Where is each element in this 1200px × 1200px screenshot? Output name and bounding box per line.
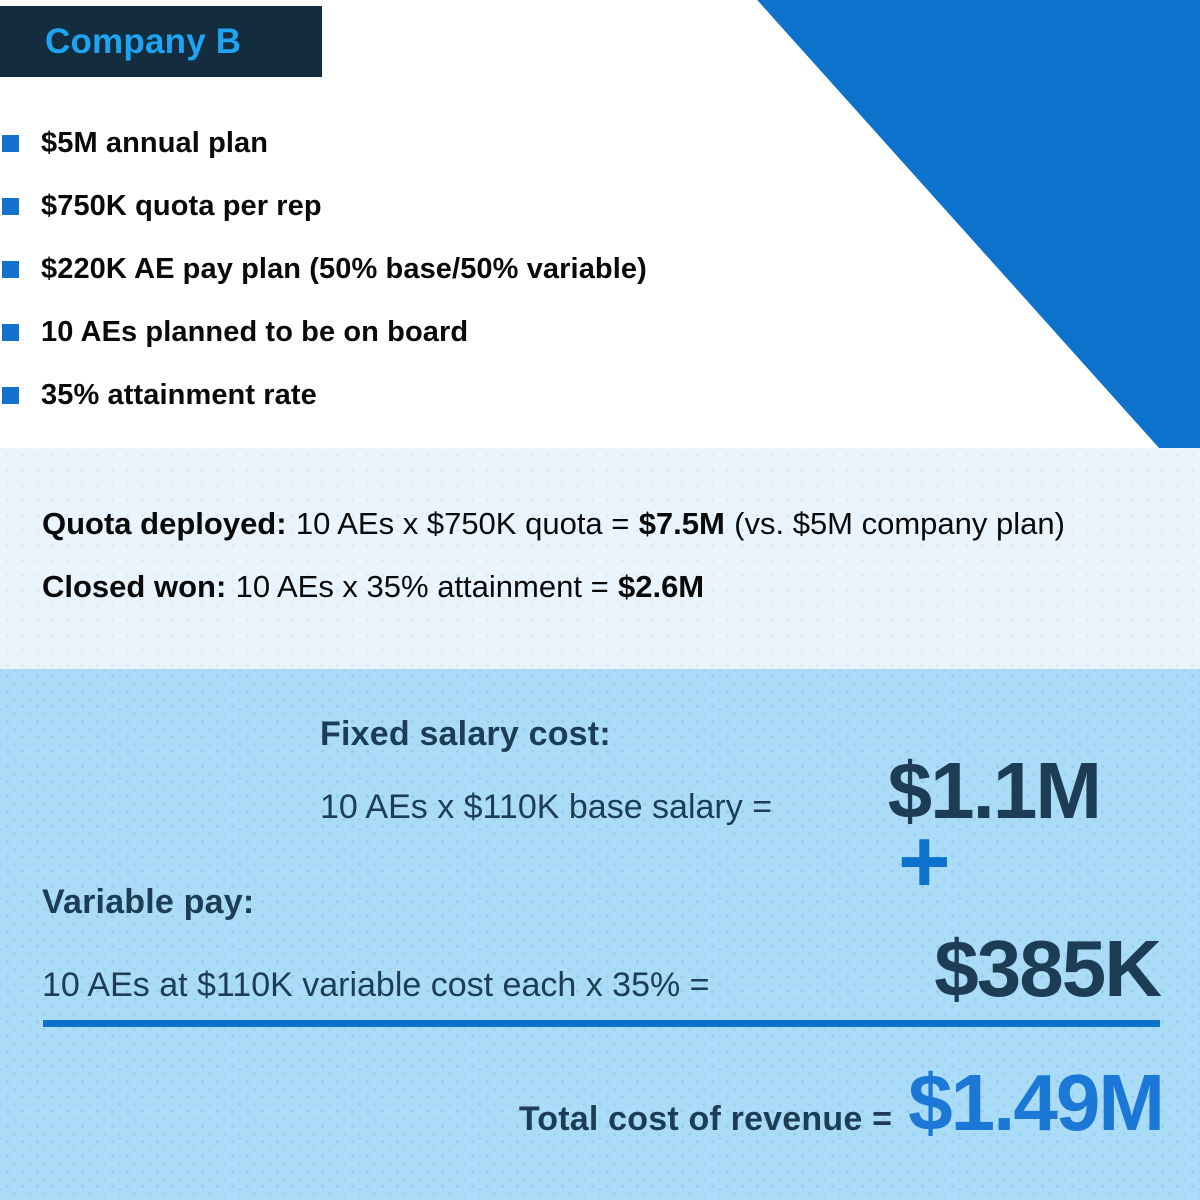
bullet-square-icon <box>2 387 19 404</box>
bullet-item: 35% attainment rate <box>2 364 647 427</box>
closed-won-value: $2.6M <box>617 568 705 604</box>
fixed-salary-line: 10 AEs x $110K base salary = $1.1M <box>320 746 1102 835</box>
quota-deployed-label: Quota deployed: <box>42 505 287 541</box>
variable-pay-line: 10 AEs at $110K variable cost each x 35%… <box>42 924 1162 1013</box>
bullet-text: 10 AEs planned to be on board <box>41 316 469 348</box>
total-cost-line: Total cost of revenue = $1.49M <box>518 1058 1165 1147</box>
intro-section: Company B $5M annual plan $750K quota pe… <box>0 0 1200 448</box>
bullet-list: $5M annual plan $750K quota per rep $220… <box>2 112 647 427</box>
costs-section: Fixed salary cost: 10 AEs x $110K base s… <box>0 669 1200 1200</box>
company-header-chip: Company B <box>0 6 322 77</box>
divider-line <box>43 1020 1160 1027</box>
bullet-item: $220K AE pay plan (50% base/50% variable… <box>2 238 647 301</box>
company-title: Company B <box>45 21 242 61</box>
bullet-item: $750K quota per rep <box>2 175 647 238</box>
quota-deployed-note: (vs. $5M company plan) <box>734 505 1065 541</box>
bullet-square-icon <box>2 198 19 215</box>
bullet-item: $5M annual plan <box>2 112 647 175</box>
variable-pay-label: Variable pay: <box>42 883 255 921</box>
summary-section: Quota deployed: 10 AEs x $750K quota = $… <box>0 448 1200 669</box>
bullet-square-icon <box>2 261 19 278</box>
total-cost-value: $1.49M <box>908 1058 1165 1147</box>
quota-deployed-line: Quota deployed: 10 AEs x $750K quota = $… <box>42 492 1200 555</box>
total-cost-label: Total cost of revenue = <box>518 1100 893 1138</box>
bullet-square-icon <box>2 324 19 341</box>
variable-pay-formula: 10 AEs at $110K variable cost each x 35%… <box>42 966 710 1004</box>
closed-won-line: Closed won: 10 AEs x 35% attainment = $2… <box>42 555 1200 618</box>
fixed-salary-formula: 10 AEs x $110K base salary = <box>320 788 773 826</box>
bullet-text: $5M annual plan <box>41 127 269 159</box>
quota-deployed-formula: 10 AEs x $750K quota = <box>295 505 630 541</box>
fixed-salary-label: Fixed salary cost: <box>320 715 611 753</box>
bullet-text: 35% attainment rate <box>41 379 317 411</box>
fixed-salary-value: $1.1M <box>887 746 1102 835</box>
plus-sign: + <box>898 812 951 912</box>
quota-deployed-value: $7.5M <box>638 505 725 541</box>
closed-won-label: Closed won: <box>42 568 227 604</box>
closed-won-formula: 10 AEs x 35% attainment = <box>235 568 609 604</box>
bullet-item: 10 AEs planned to be on board <box>2 301 647 364</box>
bullet-square-icon <box>2 135 19 152</box>
variable-pay-value: $385K <box>934 924 1162 1013</box>
bullet-text: $750K quota per rep <box>41 190 322 222</box>
bullet-text: $220K AE pay plan (50% base/50% variable… <box>41 253 647 285</box>
